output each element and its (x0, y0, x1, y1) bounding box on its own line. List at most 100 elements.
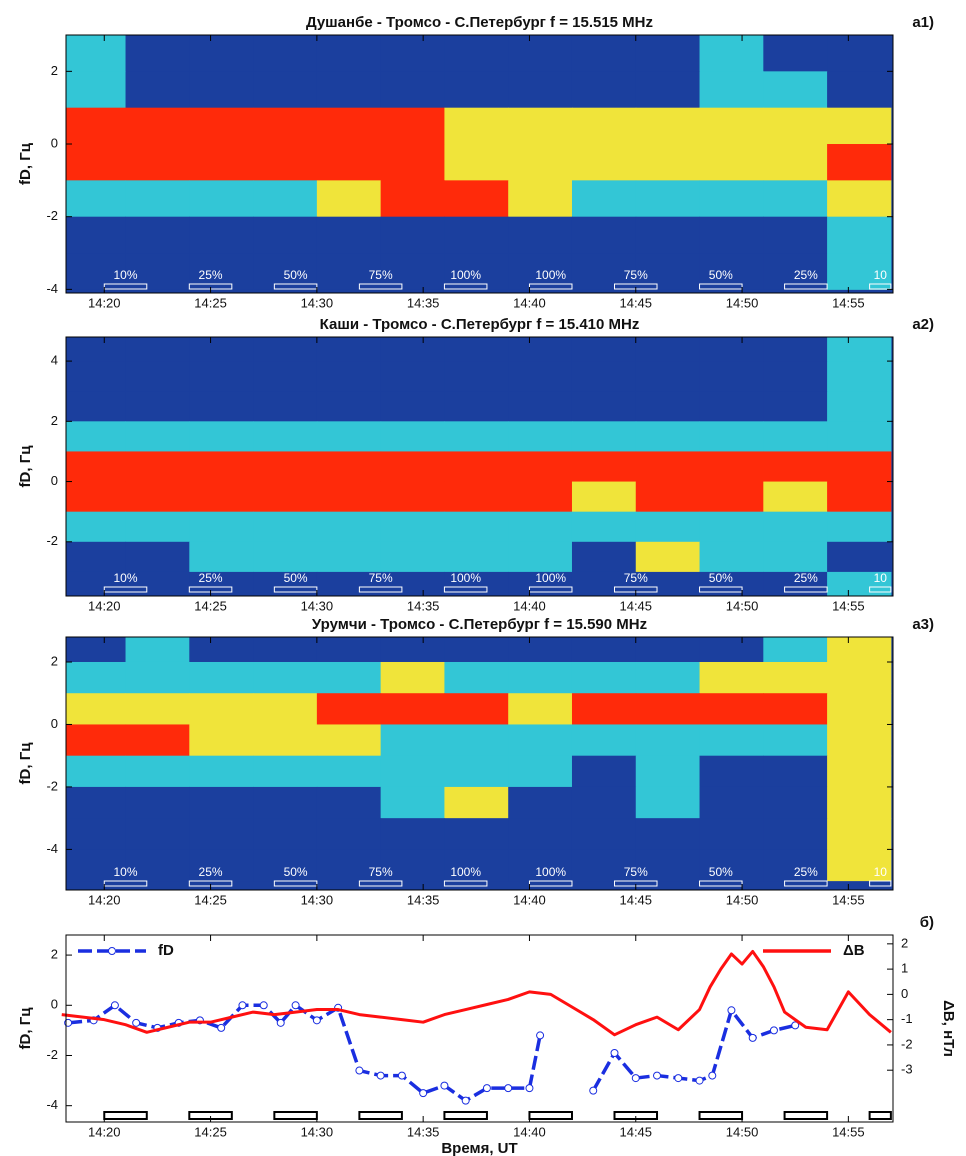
heatmap-cell (700, 217, 764, 254)
heatmap-cell (827, 662, 891, 694)
heatmap-cell (763, 787, 827, 819)
heatmap-cell (572, 662, 636, 694)
series-marker (420, 1090, 427, 1097)
series-marker (505, 1085, 512, 1092)
x-tick-label: 14:20 (88, 295, 121, 310)
heatmap-cell (189, 35, 253, 72)
series-marker (377, 1072, 384, 1079)
x-tick-label: 14:40 (513, 892, 546, 907)
heatmap-cell (572, 180, 636, 217)
heatmap-cell (317, 482, 381, 513)
heatmap-cell (253, 787, 317, 819)
x-tick-label: 14:35 (407, 1124, 440, 1139)
heatmap-cell (126, 71, 190, 108)
heatmap-cell (66, 144, 126, 181)
heatmap-cell (700, 108, 764, 145)
heatmap-cell (126, 662, 190, 694)
interval-label: 10 (874, 268, 888, 282)
interval-label: 100% (450, 865, 481, 879)
heatmap-cell (126, 693, 190, 725)
heatmap-cell (189, 421, 253, 452)
heatmap-cell (636, 724, 700, 756)
heatmap-cell (827, 724, 891, 756)
heatmap-cell (444, 662, 508, 694)
heatmap-cell (66, 512, 126, 543)
heatmap-cell (317, 71, 381, 108)
heatmap-cell (636, 391, 700, 422)
heatmap-cell (381, 662, 445, 694)
heatmap-cell (763, 542, 827, 573)
heatmap-cell (508, 787, 572, 819)
y-tick-label: 0 (51, 135, 58, 150)
interval-label: 75% (369, 268, 393, 282)
y-tick-label: 4 (51, 353, 58, 368)
x-tick-label: 14:50 (726, 892, 759, 907)
heatmap-cell (381, 391, 445, 422)
x-tick-label: 14:30 (301, 1124, 334, 1139)
heatmap-cell (572, 512, 636, 543)
heatmap-cell (444, 217, 508, 254)
heatmap-cell (189, 818, 253, 850)
heatmap-cell (317, 144, 381, 181)
heatmap-cell (763, 180, 827, 217)
x-tick-label: 14:45 (619, 892, 652, 907)
heatmap-cell (381, 144, 445, 181)
heatmap-cell (700, 391, 764, 422)
heatmap-cell (827, 756, 891, 788)
y-axis-label: fD, Гц (17, 445, 34, 488)
interval-box (104, 1112, 147, 1119)
x-tick-label: 14:30 (301, 295, 334, 310)
heatmap-cell (636, 71, 700, 108)
heatmap-cell (763, 818, 827, 850)
interval-label: 25% (199, 865, 223, 879)
heatmap-cell (508, 421, 572, 452)
heatmap-cell (66, 71, 126, 108)
heatmap-cell (444, 756, 508, 788)
heatmap-cell (827, 482, 891, 513)
heatmap-cell (317, 337, 381, 362)
heatmap-cell (381, 180, 445, 217)
x-tick-label: 14:45 (619, 1124, 652, 1139)
heatmap-cell (126, 756, 190, 788)
x-tick-label: 14:25 (194, 295, 227, 310)
panel-label: б) (920, 914, 934, 931)
heatmap-cell (66, 391, 126, 422)
x-tick-label: 14:20 (88, 1124, 121, 1139)
heatmap-cell (66, 108, 126, 145)
heatmap-cell (636, 542, 700, 573)
heatmap-cell (444, 787, 508, 819)
interval-label: 25% (794, 571, 818, 585)
heatmap-cell (827, 108, 891, 145)
heatmap-cell (444, 542, 508, 573)
heatmap-cell (508, 337, 572, 362)
heatmap-cell (508, 756, 572, 788)
series-marker (260, 1002, 267, 1009)
heatmap-cell (636, 217, 700, 254)
heatmap-cell (700, 180, 764, 217)
panel-title: Урумчи - Тромсо - С.Петербург f = 15.590… (312, 616, 647, 633)
heatmap-cell (253, 756, 317, 788)
heatmap-cell (827, 361, 891, 392)
heatmap-cell (66, 756, 126, 788)
interval-label: 10% (114, 571, 138, 585)
heatmap-cell (763, 662, 827, 694)
heatmap-cell (381, 482, 445, 513)
heatmap-cell (253, 818, 317, 850)
heatmap-cell (253, 391, 317, 422)
heatmap-cell (763, 451, 827, 482)
heatmap-cell (572, 693, 636, 725)
y-tick-label: 2 (51, 413, 58, 428)
heatmap-cell (126, 421, 190, 452)
y-tick-label: 2 (51, 63, 58, 78)
heatmap-cell (253, 144, 317, 181)
heatmap-cell (126, 217, 190, 254)
y-tick-label: 0 (51, 716, 58, 731)
y-tick-label: -4 (46, 1097, 58, 1112)
heatmap-cell (66, 724, 126, 756)
heatmap-cell (126, 451, 190, 482)
y-tick-label: -2 (46, 778, 58, 793)
heatmap-cell (317, 542, 381, 573)
interval-label: 100% (450, 268, 481, 282)
x-tick-label: 14:30 (301, 598, 334, 613)
heatmap-cell (636, 144, 700, 181)
